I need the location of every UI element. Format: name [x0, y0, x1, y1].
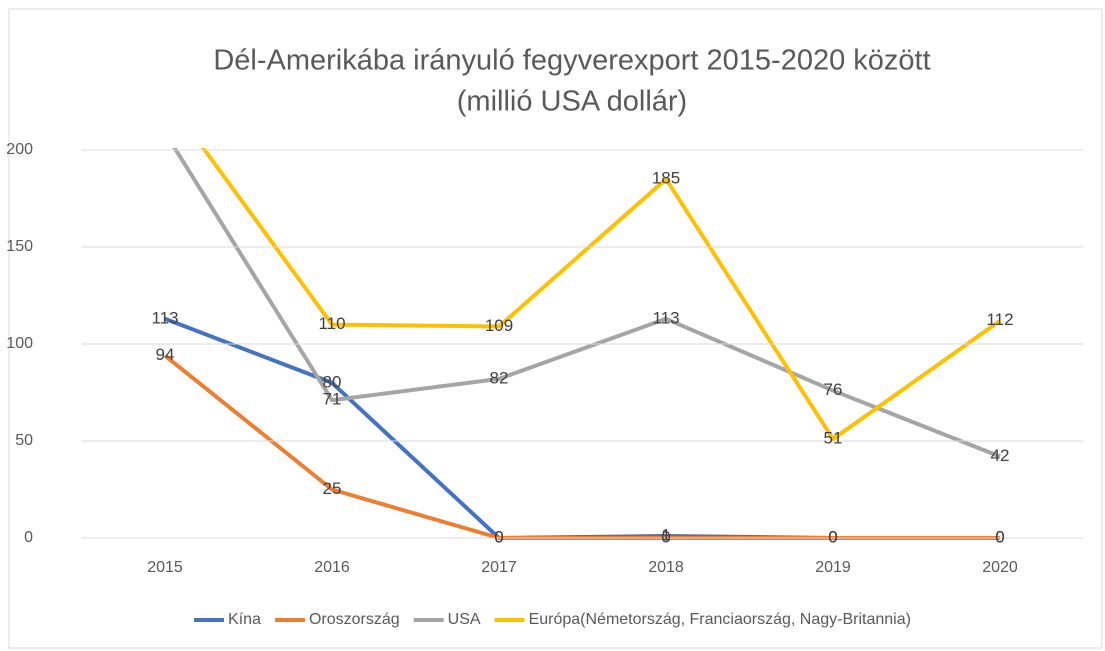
chart-subtitle: (millió USA dollár) — [457, 86, 687, 118]
data-label: 25 — [323, 479, 342, 498]
legend-label: Oroszország — [309, 611, 400, 628]
legend-item: Európa(Németország, Franciaország, Nagy-… — [494, 611, 911, 628]
y-tick-label: 100 — [6, 335, 33, 352]
line-series — [172, 148, 1001, 459]
data-label: 0 — [494, 527, 503, 546]
y-tick-label: 200 — [6, 141, 33, 158]
data-label: 0 — [995, 527, 1004, 546]
legend-item: Kína — [194, 611, 261, 628]
data-label: 113 — [652, 308, 679, 327]
data-label: 0 — [995, 527, 1004, 546]
data-label: 112 — [986, 310, 1013, 329]
legend-label: Kína — [228, 611, 261, 628]
data-label: 0 — [828, 527, 837, 546]
data-label: 0 — [661, 527, 670, 546]
y-tick-label: 50 — [15, 432, 33, 449]
data-label: 94 — [156, 345, 175, 364]
data-label: 110 — [318, 314, 345, 333]
x-tick-label: 2015 — [147, 559, 183, 576]
legend-item: USA — [413, 611, 481, 628]
x-tick-label: 2016 — [314, 559, 350, 576]
data-label: 76 — [824, 380, 843, 399]
data-label: 1 — [661, 526, 670, 545]
data-label: 42 — [991, 446, 1010, 465]
chart-title: Dél-Amerikába irányuló fegyverexport 201… — [213, 45, 930, 77]
data-label: 0 — [494, 527, 503, 546]
y-tick-label: 150 — [6, 238, 33, 255]
legend-label: USA — [448, 611, 481, 628]
legend-label: Európa(Németország, Franciaország, Nagy-… — [529, 611, 911, 628]
x-tick-label: 2019 — [815, 559, 851, 576]
legend-item: Oroszország — [274, 611, 400, 628]
data-label: 109 — [485, 316, 513, 335]
data-label: 51 — [824, 429, 843, 448]
x-tick-label: 2017 — [481, 559, 517, 576]
x-tick-label: 2018 — [648, 559, 684, 576]
data-label: 80 — [323, 372, 342, 391]
data-label: 82 — [490, 368, 509, 387]
x-tick-label: 2020 — [982, 559, 1018, 576]
data-label: 113 — [151, 308, 178, 327]
data-label: 185 — [652, 169, 680, 188]
data-label: 0 — [828, 527, 837, 546]
y-tick-label: 0 — [24, 529, 33, 546]
data-label: 71 — [323, 390, 342, 409]
line-series — [200, 148, 1002, 442]
